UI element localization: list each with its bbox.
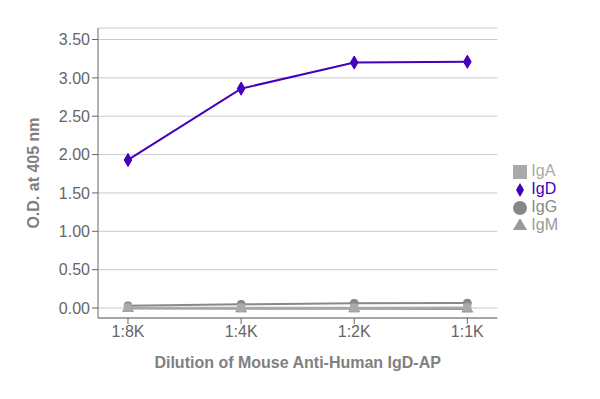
html-text:IgA: IgA bbox=[531, 162, 556, 179]
svg-text:3.50: 3.50 bbox=[59, 31, 90, 48]
svg-text:1:4K: 1:4K bbox=[225, 323, 258, 340]
svg-text:1:1K: 1:1K bbox=[451, 323, 484, 340]
svg-text:1:2K: 1:2K bbox=[338, 323, 371, 340]
html-text:IgM: IgM bbox=[531, 216, 558, 233]
svg-text:Dilution of Mouse Anti-Human I: Dilution of Mouse Anti-Human IgD-AP bbox=[154, 354, 441, 371]
svg-text:0.50: 0.50 bbox=[59, 261, 90, 278]
svg-text:1.50: 1.50 bbox=[59, 185, 90, 202]
svg-text:2.50: 2.50 bbox=[59, 108, 90, 125]
html-text:IgD: IgD bbox=[531, 180, 557, 197]
html-text:IgG: IgG bbox=[531, 198, 558, 215]
svg-text:2.00: 2.00 bbox=[59, 146, 90, 163]
svg-text:3.00: 3.00 bbox=[59, 70, 90, 87]
svg-text:1:8K: 1:8K bbox=[112, 323, 145, 340]
svg-text:0.00: 0.00 bbox=[59, 300, 90, 317]
svg-text:O.D. at 405 nm: O.D. at 405 nm bbox=[25, 117, 42, 228]
svg-text:1.00: 1.00 bbox=[59, 223, 90, 240]
